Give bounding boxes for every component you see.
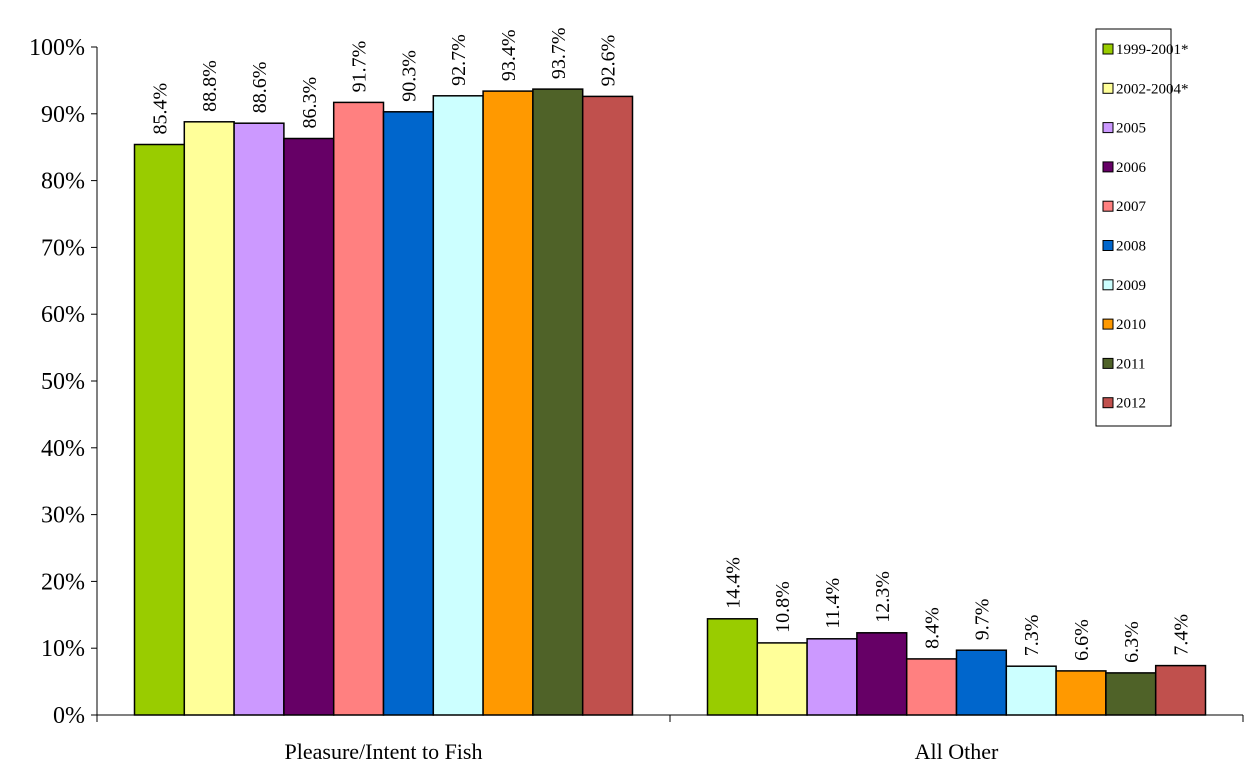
bar (1005, 665, 1057, 716)
legend-swatch (1102, 161, 1114, 173)
bar (332, 101, 385, 716)
data-label: 91.7% (349, 41, 371, 93)
bar (233, 122, 285, 716)
legend-swatch (1102, 397, 1114, 409)
bar (756, 642, 808, 716)
data-label: 6.3% (1121, 621, 1143, 663)
data-label: 9.7% (971, 599, 993, 641)
bar (183, 121, 235, 716)
legend-swatch (1102, 279, 1114, 291)
legend-label: 2005 (1116, 121, 1146, 137)
legend-swatch (1102, 122, 1114, 134)
bar (905, 658, 958, 716)
data-label: 85.4% (149, 83, 171, 135)
bar (382, 111, 435, 716)
legend-swatch (1102, 43, 1114, 55)
y-tick-label: 10% (41, 636, 85, 662)
bar (482, 90, 534, 716)
data-label: 88.8% (199, 60, 221, 112)
bar (706, 618, 759, 716)
legend-label: 2006 (1116, 160, 1147, 176)
y-tick-label: 20% (41, 569, 85, 595)
y-tick-label: 100% (29, 35, 85, 61)
bar (532, 88, 584, 716)
data-label: 6.6% (1071, 619, 1093, 661)
bar (1055, 670, 1107, 716)
legend-label: 2009 (1116, 278, 1146, 294)
data-label: 14.4% (722, 557, 744, 609)
bar (1154, 664, 1207, 716)
y-tick-label: 60% (41, 302, 85, 328)
legend-label: 2008 (1116, 239, 1146, 255)
y-tick-label: 30% (41, 503, 85, 529)
bars (133, 88, 1207, 716)
legend-swatch (1102, 200, 1114, 212)
legend-swatch (1102, 82, 1114, 94)
bar (856, 632, 908, 716)
legend-label: 1999-2001* (1116, 42, 1189, 58)
x-axis: Pleasure/Intent to Fish All Other (96, 714, 1244, 764)
legend-swatch (1102, 318, 1114, 330)
y-tick-label: 70% (41, 235, 85, 261)
data-label: 8.4% (922, 607, 944, 649)
data-label: 93.4% (498, 29, 520, 81)
bar (806, 638, 858, 716)
data-label: 10.8% (772, 581, 794, 633)
data-label: 12.3% (872, 571, 894, 623)
data-label: 7.4% (1171, 614, 1193, 656)
legend-swatch (1102, 240, 1114, 251)
y-tick-label: 80% (41, 169, 85, 195)
bar (133, 143, 186, 716)
data-label: 88.6% (249, 62, 271, 114)
bar (432, 95, 484, 716)
bar (1105, 672, 1157, 716)
data-label: 93.7% (548, 27, 570, 79)
data-label: 11.4% (822, 578, 844, 629)
bar (283, 137, 335, 716)
y-axis: 0% 10% 20% 30% 40% 50% 60% 70% 80% 90% 100% (29, 35, 98, 729)
data-label: 86.3% (299, 77, 321, 129)
data-label: 7.3% (1021, 615, 1043, 657)
legend-label: 2002-2004* (1116, 81, 1189, 97)
data-label: 92.6% (598, 35, 620, 87)
y-tick-label: 0% (53, 703, 85, 729)
legend-label: 2010 (1116, 317, 1146, 333)
x-category-label: All Other (915, 739, 999, 764)
legend-label: 2011 (1116, 356, 1145, 372)
data-label: 92.7% (448, 34, 470, 86)
y-tick-label: 50% (41, 369, 85, 395)
y-tick-label: 40% (41, 436, 85, 462)
bar (955, 649, 1008, 716)
legend-label: 2007 (1116, 199, 1147, 215)
data-label: 90.3% (398, 50, 420, 102)
x-category-label: Pleasure/Intent to Fish (285, 739, 483, 764)
y-tick-label: 90% (41, 102, 85, 128)
legend: 1999-2001* 2002-2004* 2005 2006 2007 2008 2009… (1095, 28, 1189, 427)
bar (581, 95, 634, 716)
legend-label: 2012 (1116, 396, 1146, 412)
data-labels: 85.4% 88.8% 88.6% 86.3% 91.7% 90.3% 92.7% 93.4%… (149, 27, 1192, 662)
legend-swatch (1102, 357, 1114, 369)
